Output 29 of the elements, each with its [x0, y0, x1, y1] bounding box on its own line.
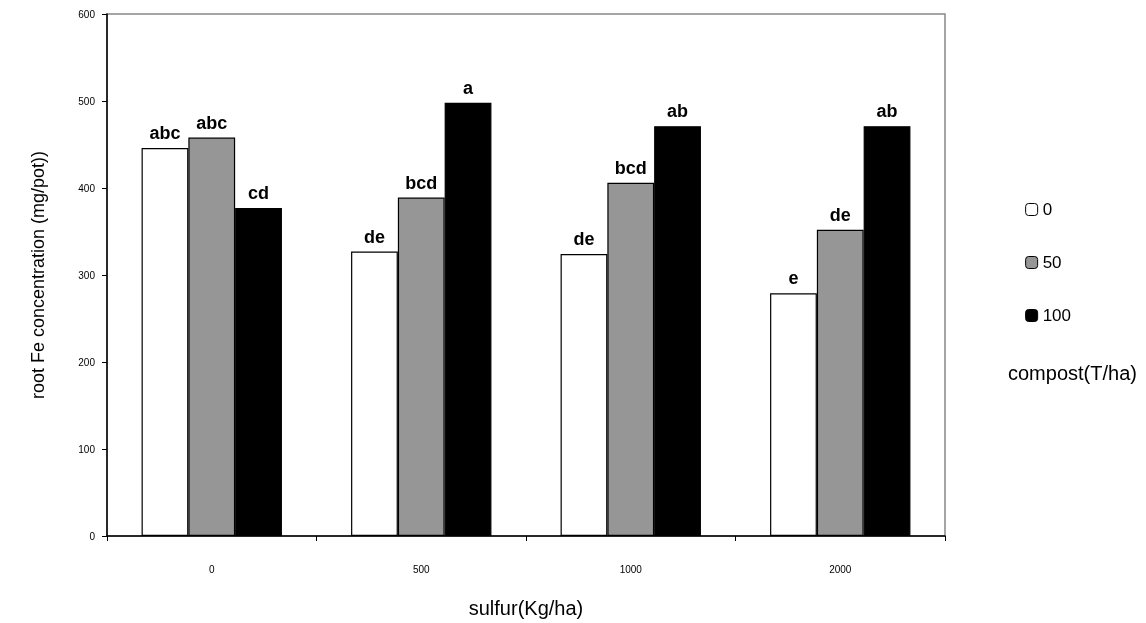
y-tick-label: 100 — [78, 443, 96, 455]
y-tick-label: 0 — [89, 530, 96, 542]
data-label: de — [829, 204, 851, 225]
data-label: a — [463, 77, 475, 98]
legend-label: 0 — [1042, 200, 1053, 219]
data-label: ab — [667, 101, 689, 122]
data-label: de — [573, 229, 595, 250]
data-label: e — [788, 268, 799, 289]
data-label: abc — [149, 122, 181, 143]
x-tick-label: 1000 — [619, 563, 643, 575]
data-label: bcd — [614, 157, 647, 178]
data-label: bcd — [405, 172, 438, 193]
legend-label: 50 — [1042, 253, 1062, 272]
legend-label: 100 — [1042, 306, 1072, 325]
x-axis-title: sulfur(Kg/ha) — [468, 597, 584, 619]
legend-title: compost(T/ha) — [1008, 362, 1137, 384]
y-tick-label: 200 — [78, 356, 96, 368]
y-tick-label: 400 — [78, 182, 96, 194]
x-tick-label: 0 — [208, 563, 215, 575]
x-tick-label: 2000 — [829, 563, 852, 575]
data-label: de — [363, 226, 385, 247]
data-label: cd — [248, 183, 270, 204]
data-label: ab — [876, 101, 898, 122]
y-tick-label: 500 — [78, 95, 96, 107]
y-tick-label: 300 — [78, 269, 96, 281]
data-label: abc — [196, 112, 228, 133]
y-tick-label: 600 — [78, 8, 96, 20]
y-axis-title: root Fe concentration (mg/pot)) — [28, 150, 48, 400]
x-tick-label: 500 — [412, 563, 431, 575]
